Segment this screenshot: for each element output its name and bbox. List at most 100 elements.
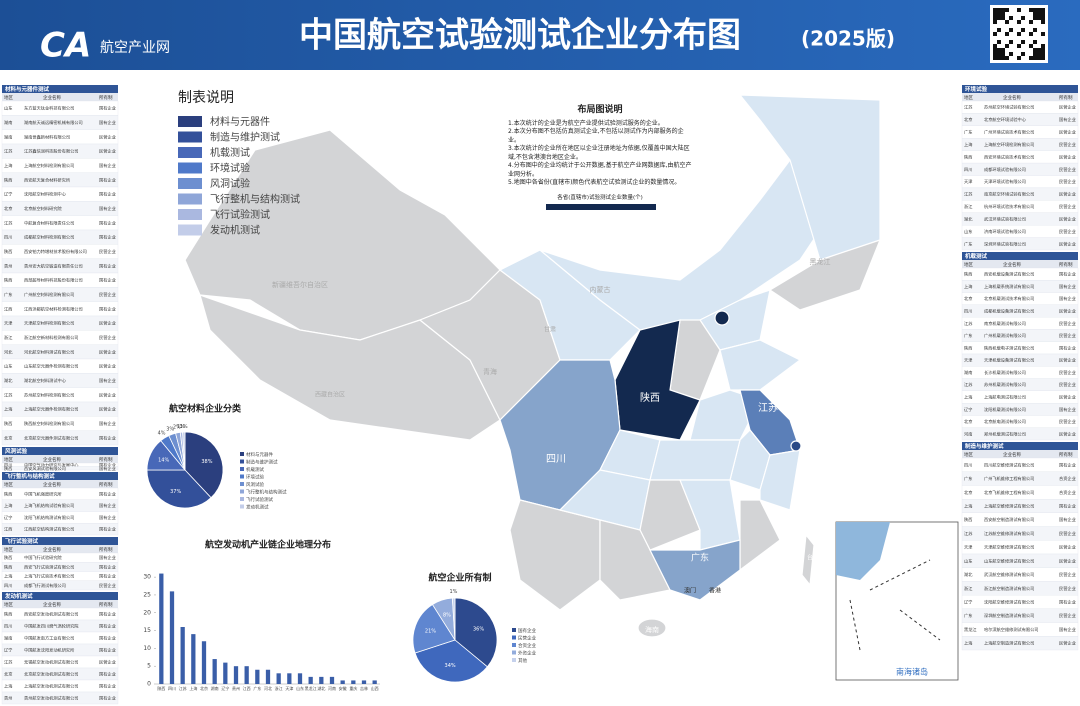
table-cell: 国有企业 — [99, 695, 116, 702]
table-cell: 民营企业 — [1059, 141, 1076, 148]
table-cell: 国有企业 — [1059, 406, 1076, 413]
x-tick-label: 上海 — [189, 685, 197, 691]
table-cell: 贵州 — [4, 262, 12, 269]
pie-slice — [146, 469, 212, 509]
qr-cell — [1037, 16, 1041, 20]
table-cell: 陕西航空材料检测有限公司 — [24, 420, 74, 427]
qr-cell — [997, 28, 1001, 32]
table-cell: 民营企业 — [1059, 153, 1076, 160]
table-cell: 民营企业 — [1059, 178, 1076, 185]
table-cell: 北京航电测试有限公司 — [984, 418, 1026, 425]
table-header: 所有制 — [99, 546, 113, 553]
bar — [191, 634, 196, 684]
province — [790, 440, 802, 452]
table-cell: 江西 — [4, 526, 12, 533]
table-cell: 浙江 — [964, 203, 972, 210]
x-tick-label: 陕西 — [157, 685, 165, 691]
y-tick-label: 0 — [147, 681, 151, 688]
x-tick-label: 安徽 — [339, 685, 347, 691]
legend-label: 飞行试验测试 — [210, 208, 270, 221]
legend-label: 外资企业 — [518, 649, 536, 656]
table-cell: 上海 — [964, 141, 973, 148]
qr-cell — [1041, 48, 1045, 52]
pie-label: 38% — [201, 459, 212, 465]
province — [639, 479, 701, 551]
table-cell: 中国航发南方工业有限公司 — [24, 635, 74, 642]
table-header: 企业名称 — [1003, 451, 1021, 458]
table-cell: 国有企业 — [1059, 344, 1076, 351]
pie-label: 8% — [443, 613, 451, 619]
table-cell: 北京航空环境试验中心 — [984, 116, 1027, 123]
x-tick-label: 黑龙江 — [305, 685, 317, 691]
table-header: 企业名称 — [43, 601, 61, 608]
table-header: 企业名称 — [43, 546, 61, 553]
note-item: 5.地图中各省份(直辖市)颜色代表航空试验测试企业的数量情况。 — [508, 179, 681, 186]
chart-title: 航空企业所有制 — [428, 572, 491, 584]
table-cell: 中国航发四川燃气涡轮研究院 — [24, 623, 79, 630]
legend-label: 机载测试 — [210, 146, 250, 159]
table-cell: 山东 — [4, 105, 12, 112]
table-row-bg — [1, 523, 119, 536]
map-label: 内蒙古 — [590, 285, 611, 294]
table-cell: 天津航空材料检测有限公司 — [24, 320, 74, 327]
qr-cell — [1033, 40, 1037, 44]
x-tick-label: 江西 — [243, 685, 251, 691]
map-label: 香港 — [709, 587, 721, 595]
table-cell: 国有企业 — [1059, 599, 1076, 606]
table-cell: 民营企业 — [99, 348, 116, 355]
table-cell: 广东 — [964, 332, 972, 339]
qr-cell — [1005, 44, 1009, 48]
qr-cell — [993, 20, 997, 24]
map-label: 澳门 — [684, 587, 696, 595]
qr-cell — [1021, 52, 1025, 56]
legend-swatch — [178, 209, 202, 220]
qr-cell — [1033, 12, 1037, 16]
table-cell: 民营企业 — [1059, 369, 1076, 376]
province — [649, 539, 741, 601]
table-cell: 上海 — [964, 640, 973, 647]
notes-title: 布局图说明 — [577, 105, 623, 115]
table-cell: 上海航空材料检测有限公司 — [24, 162, 74, 169]
x-tick-label: 山东 — [296, 685, 304, 691]
table-cell: 国有企业 — [1059, 503, 1076, 510]
table-cell: 浙江航空制造测试有限公司 — [984, 585, 1034, 592]
table-cell: 国有企业 — [99, 420, 116, 427]
table-cell: 国有企业 — [99, 573, 116, 580]
table-cell: 天津 — [964, 544, 972, 551]
table-cell: 民营企业 — [99, 582, 116, 589]
table-row-bg — [1, 691, 119, 705]
qr-cell — [1041, 52, 1045, 56]
x-tick-label: 北京 — [200, 685, 208, 691]
scale-gradient — [546, 204, 656, 210]
table-cell: 中国飞机强度研究所 — [24, 490, 62, 497]
table-cell: 辽宁 — [964, 599, 972, 606]
table-cell: 江苏 — [4, 219, 12, 226]
table-title-bar — [962, 442, 1078, 450]
logo-text: 航空产业网 — [100, 40, 170, 56]
pie-label: 2% — [173, 425, 181, 431]
table-header-bg — [2, 455, 118, 463]
table-title-bar — [2, 85, 118, 93]
table-cell: 湖南航天诚远精密机械有限公司 — [24, 119, 83, 126]
pie-label: 4% — [158, 431, 166, 437]
table-cell: 国有企业 — [1059, 516, 1076, 523]
table-cell: 武汉环境试验有限公司 — [984, 215, 1026, 222]
pie-label: 1% — [180, 424, 188, 430]
table-cell: 天津环境试验有限公司 — [984, 178, 1026, 185]
x-tick-label: 河北 — [264, 685, 272, 691]
table-cell: 湖南 — [964, 369, 972, 376]
qr-cell — [993, 32, 997, 36]
inset-land — [836, 522, 890, 580]
table-cell: 上海飞行试验技术有限公司 — [24, 573, 74, 580]
table-title: 材料与元器件测试 — [5, 85, 50, 93]
qr-cell — [1001, 12, 1005, 16]
table-cell: 民营企业 — [1059, 228, 1076, 235]
table-header: 所有制 — [99, 456, 113, 463]
table-cell: 广东 — [4, 291, 12, 298]
table-cell: 国有企业 — [99, 671, 116, 678]
legend-swatch — [240, 482, 244, 486]
legend-swatch — [240, 459, 244, 464]
table-header-bg — [962, 450, 1078, 458]
table-cell: 上海 — [4, 162, 13, 169]
table-cell: 成都环境试验有限公司 — [984, 166, 1026, 173]
